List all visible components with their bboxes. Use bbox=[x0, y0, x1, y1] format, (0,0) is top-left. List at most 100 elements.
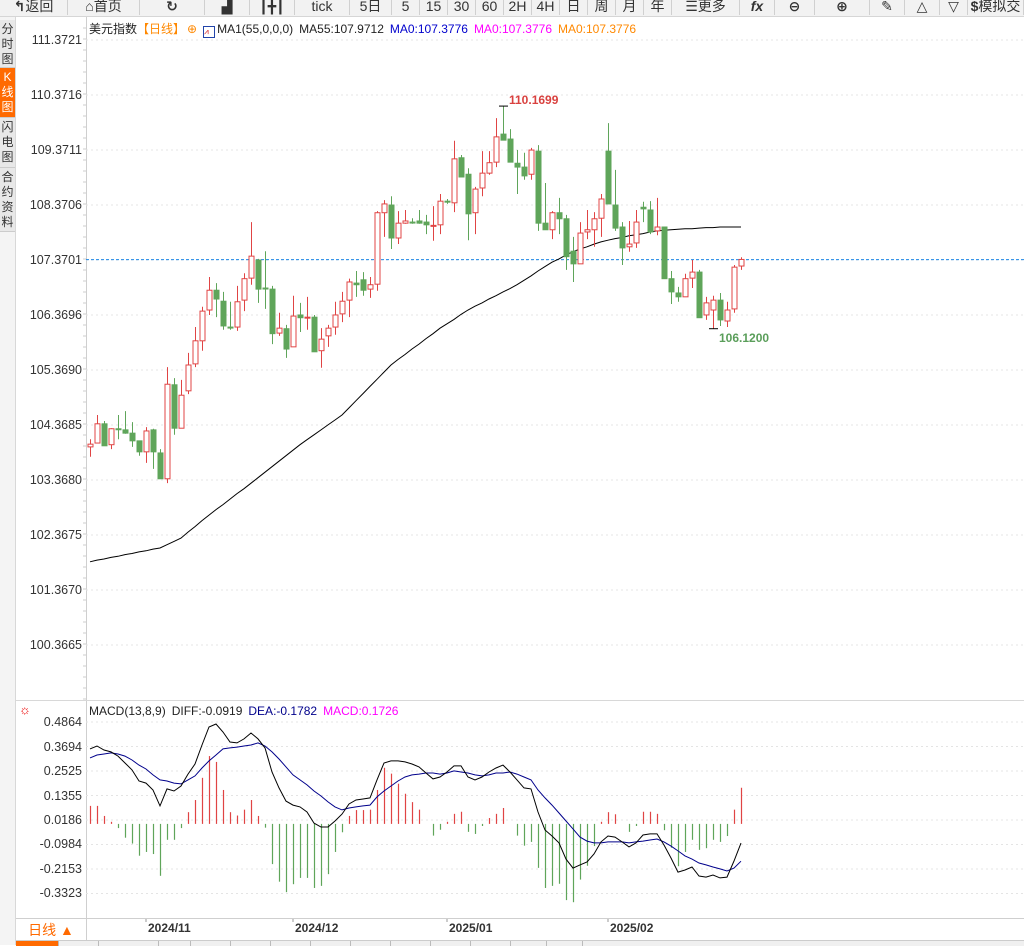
candlestick-button[interactable]: ┃╋┃ bbox=[250, 0, 295, 15]
toolbar-button-label: tick bbox=[311, 0, 333, 14]
candle bbox=[339, 291, 346, 323]
period-9-button[interactable]: 30 bbox=[448, 0, 476, 15]
price-tick-label: 106.3696 bbox=[29, 307, 82, 322]
macd-settings-icon[interactable]: ☼ bbox=[19, 702, 31, 717]
indicator-tab[interactable] bbox=[470, 941, 511, 946]
candle-body bbox=[717, 299, 724, 321]
candle-body bbox=[521, 166, 528, 177]
candle bbox=[241, 273, 248, 312]
price-tick-label: 101.3670 bbox=[29, 582, 82, 597]
zoom-in-button[interactable]: ⊕ bbox=[815, 0, 870, 15]
candle-body bbox=[220, 300, 227, 327]
candle bbox=[710, 295, 717, 329]
home-button[interactable]: ⌂首页 bbox=[68, 0, 140, 15]
indicator-tab-strip bbox=[16, 940, 1024, 946]
price-tick-label: 111.3721 bbox=[31, 33, 82, 47]
candle bbox=[640, 201, 647, 223]
candle bbox=[367, 277, 374, 298]
bar-chart-icon: ▟ bbox=[221, 0, 233, 14]
candle bbox=[682, 273, 689, 298]
candle-body bbox=[262, 287, 269, 290]
candle bbox=[696, 269, 703, 319]
menu-button[interactable]: ☰更多 bbox=[672, 0, 740, 15]
function-button[interactable]: fx bbox=[740, 0, 775, 15]
indicator-tab[interactable] bbox=[350, 941, 391, 946]
back-arrow-button[interactable]: ↰返回 bbox=[0, 0, 68, 15]
price-tick-label: 109.3711 bbox=[30, 142, 82, 157]
ma55-line bbox=[89, 226, 741, 563]
sidebar-tab-contract-info[interactable]: 合约资料 bbox=[0, 168, 15, 232]
period-11-button[interactable]: 2H bbox=[504, 0, 532, 15]
toolbar-button-label: 日 bbox=[566, 0, 581, 14]
period-16-button[interactable]: 年 bbox=[644, 0, 672, 15]
period-selector[interactable]: 日线 ▲ bbox=[16, 918, 87, 941]
period-7-button[interactable]: 5 bbox=[392, 0, 420, 15]
candle-body bbox=[332, 314, 339, 328]
indicator-icon[interactable]: ⩘ bbox=[203, 26, 216, 38]
bar-chart-button[interactable]: ▟ bbox=[205, 0, 250, 15]
period-15-button[interactable]: 月 bbox=[616, 0, 644, 15]
candle bbox=[479, 151, 486, 197]
candle-body bbox=[290, 315, 297, 348]
candle bbox=[416, 209, 423, 224]
candle bbox=[374, 211, 381, 291]
candle-body bbox=[507, 138, 514, 163]
indicator-tab[interactable] bbox=[510, 941, 547, 946]
indicator-tab[interactable] bbox=[98, 941, 159, 946]
indicator-tab[interactable] bbox=[58, 941, 99, 946]
candle-body bbox=[696, 271, 703, 319]
price-tick-label: 107.3701 bbox=[29, 252, 82, 267]
sidebar-tab-timeshare[interactable]: 分时图 bbox=[0, 20, 15, 68]
period-6-button[interactable]: 5日 bbox=[350, 0, 392, 15]
macd-name: MACD(13,8,9) bbox=[89, 704, 166, 718]
indicator-tab[interactable] bbox=[158, 941, 191, 946]
candle-body bbox=[143, 430, 150, 453]
indicator-tab[interactable] bbox=[310, 941, 351, 946]
candle-body bbox=[409, 221, 416, 224]
candle bbox=[290, 295, 297, 348]
zoom-out-button[interactable]: ⊖ bbox=[775, 0, 815, 15]
toolbar-button-label: 模拟交 bbox=[978, 0, 1021, 14]
indicator-tab[interactable] bbox=[430, 941, 471, 946]
pen-button[interactable]: ✎ bbox=[870, 0, 905, 15]
triangle-up-button[interactable]: △ bbox=[905, 0, 940, 15]
candle bbox=[668, 270, 675, 304]
period-10-button[interactable]: 60 bbox=[476, 0, 504, 15]
candle bbox=[584, 209, 591, 240]
toolbar-button-label: 4H bbox=[536, 0, 555, 14]
candle bbox=[269, 285, 276, 345]
candle bbox=[598, 194, 605, 237]
sidebar-tab-kline[interactable]: K线图 bbox=[0, 68, 15, 118]
candle bbox=[633, 209, 640, 248]
candle-body bbox=[612, 204, 619, 229]
add-indicator-icon[interactable]: ⊕ bbox=[187, 22, 198, 36]
period-8-button[interactable]: 15 bbox=[420, 0, 448, 15]
candle bbox=[332, 301, 339, 335]
indicator-tab[interactable] bbox=[190, 941, 231, 946]
candle-body bbox=[192, 340, 199, 365]
indicator-tab[interactable] bbox=[390, 941, 431, 946]
indicator-tab[interactable] bbox=[546, 941, 583, 946]
refresh-button[interactable]: ↻ bbox=[140, 0, 205, 15]
candle bbox=[409, 218, 416, 224]
period-14-button[interactable]: 周 bbox=[588, 0, 616, 15]
indicator-tab[interactable] bbox=[270, 941, 311, 946]
candle-body bbox=[423, 221, 430, 226]
triangle-down-button[interactable]: ▽ bbox=[940, 0, 968, 15]
candle bbox=[143, 427, 150, 463]
candle bbox=[563, 214, 570, 270]
candle-body bbox=[549, 212, 556, 231]
candle bbox=[318, 328, 325, 368]
indicator-tab[interactable] bbox=[230, 941, 271, 946]
indicator-tab[interactable] bbox=[16, 941, 59, 946]
candle bbox=[689, 259, 696, 289]
candle bbox=[591, 212, 598, 247]
candle-body bbox=[150, 429, 157, 453]
sidebar-tab-flash[interactable]: 闪电图 bbox=[0, 118, 15, 168]
period-13-button[interactable]: 日 bbox=[560, 0, 588, 15]
candle-body bbox=[304, 316, 311, 319]
period-12-button[interactable]: 4H bbox=[532, 0, 560, 15]
period-5-button[interactable]: tick bbox=[295, 0, 350, 15]
candle-body bbox=[626, 243, 633, 248]
